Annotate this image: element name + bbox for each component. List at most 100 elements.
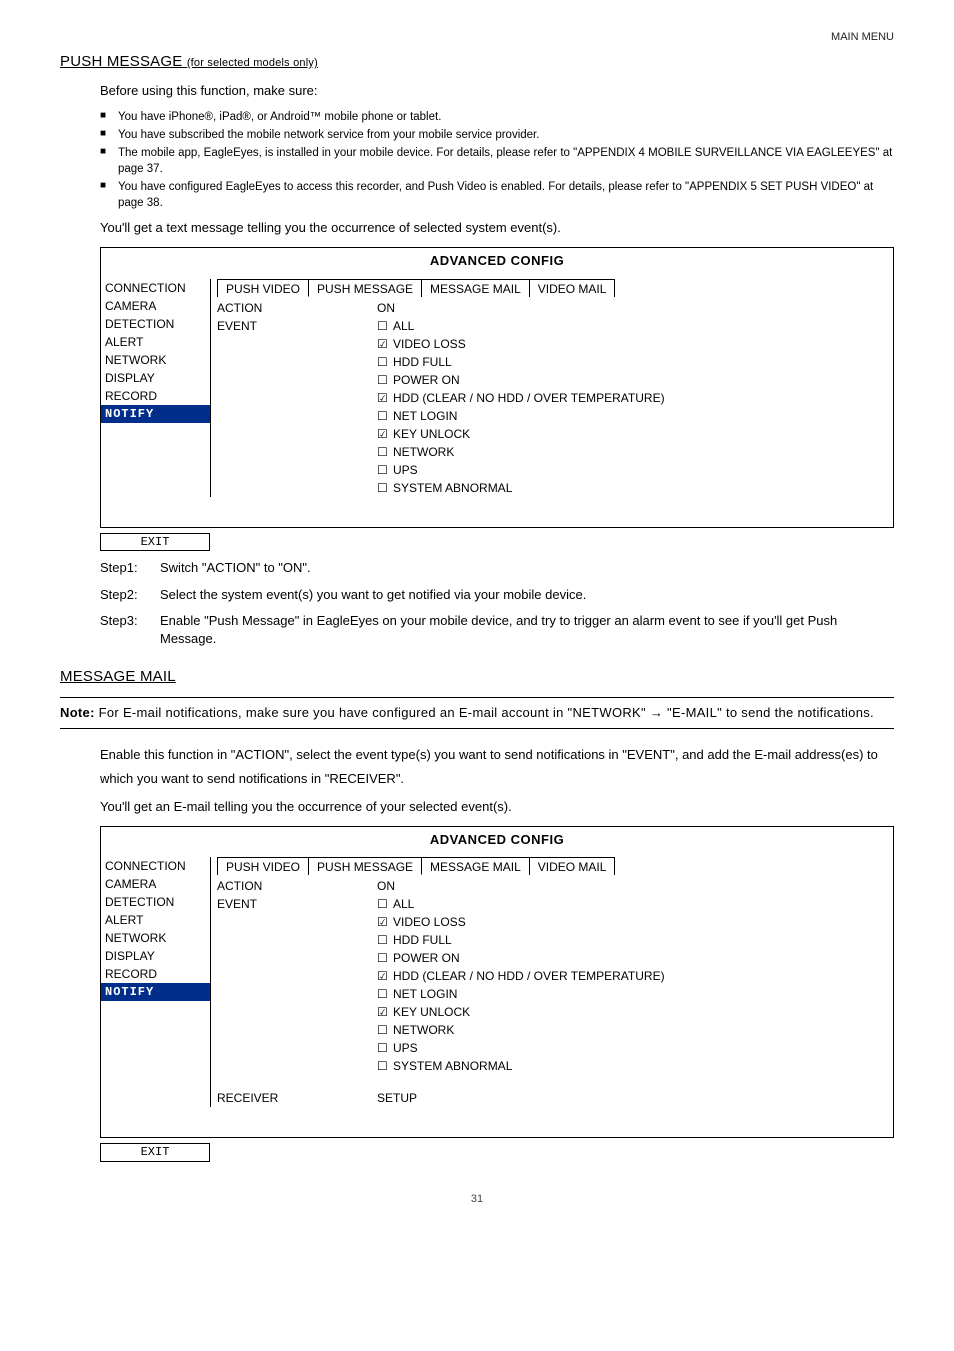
tab-push-message[interactable]: PUSH MESSAGE xyxy=(308,279,422,297)
checkbox-icon[interactable]: ☐ xyxy=(377,461,393,479)
checkbox-icon[interactable]: ☐ xyxy=(377,1039,393,1057)
event-row[interactable]: ☐UPS xyxy=(377,1039,893,1057)
sidebar-item-display[interactable]: DISPLAY xyxy=(101,947,210,965)
config-main: PUSH VIDEO PUSH MESSAGE MESSAGE MAIL VID… xyxy=(211,857,893,1107)
event-row[interactable]: ☑HDD (CLEAR / NO HDD / OVER TEMPERATURE) xyxy=(377,389,893,407)
bullet-item: You have iPhone®, iPad®, or Android™ mob… xyxy=(100,109,894,125)
event-row[interactable]: ☐UPS xyxy=(377,461,893,479)
event-row[interactable]: ☐NETWORK xyxy=(377,1021,893,1039)
event-row[interactable]: ☑HDD (CLEAR / NO HDD / OVER TEMPERATURE) xyxy=(377,967,893,985)
step-number: Step1: xyxy=(100,559,160,577)
event-label-text: VIDEO LOSS xyxy=(393,337,466,351)
push-message-title: PUSH MESSAGE (for selected models only) xyxy=(60,51,894,72)
bullet-item: The mobile app, EagleEyes, is installed … xyxy=(100,145,894,177)
step-1: Step1: Switch "ACTION" to "ON". xyxy=(100,559,894,577)
checkbox-icon[interactable]: ☑ xyxy=(377,335,393,353)
checkbox-icon[interactable]: ☐ xyxy=(377,479,393,497)
sidebar-item-detection[interactable]: DETECTION xyxy=(101,315,210,333)
event-label-text: VIDEO LOSS xyxy=(393,915,466,929)
event-row[interactable]: ☐NET LOGIN xyxy=(377,407,893,425)
sidebar-item-connection[interactable]: CONNECTION xyxy=(101,857,210,875)
event-row[interactable]: ☑VIDEO LOSS xyxy=(377,335,893,353)
config-tabs: PUSH VIDEO PUSH MESSAGE MESSAGE MAIL VID… xyxy=(217,857,893,875)
sidebar-item-notify[interactable]: NOTIFY xyxy=(101,983,210,1001)
event-label-text: ALL xyxy=(393,319,414,333)
event-label-text: HDD (CLEAR / NO HDD / OVER TEMPERATURE) xyxy=(393,969,665,983)
checkbox-icon[interactable]: ☑ xyxy=(377,1003,393,1021)
checkbox-icon[interactable]: ☐ xyxy=(377,1057,393,1075)
step-3: Step3: Enable "Push Message" in EagleEye… xyxy=(100,612,894,648)
tab-push-video[interactable]: PUSH VIDEO xyxy=(217,857,309,875)
action-value[interactable]: ON xyxy=(377,877,893,895)
checkbox-icon[interactable]: ☐ xyxy=(377,931,393,949)
event-row[interactable]: ☐SYSTEM ABNORMAL xyxy=(377,1057,893,1075)
action-value[interactable]: ON xyxy=(377,299,893,317)
sidebar-item-camera[interactable]: CAMERA xyxy=(101,875,210,893)
checkbox-icon[interactable]: ☑ xyxy=(377,425,393,443)
event-row[interactable]: ☐NET LOGIN xyxy=(377,985,893,1003)
checkbox-icon[interactable]: ☐ xyxy=(377,407,393,425)
sidebar-item-alert[interactable]: ALERT xyxy=(101,333,210,351)
event-label-text: KEY UNLOCK xyxy=(393,427,470,441)
bullet-item: You have subscribed the mobile network s… xyxy=(100,127,894,143)
sidebar-item-network[interactable]: NETWORK xyxy=(101,351,210,369)
checkbox-icon[interactable]: ☑ xyxy=(377,967,393,985)
step-number: Step3: xyxy=(100,612,160,648)
event-label-text: NET LOGIN xyxy=(393,987,457,1001)
sidebar-item-notify[interactable]: NOTIFY xyxy=(101,405,210,423)
checkbox-icon[interactable]: ☐ xyxy=(377,985,393,1003)
config-title: ADVANCED CONFIG xyxy=(101,248,893,278)
receiver-value[interactable]: SETUP xyxy=(377,1089,893,1107)
event-row[interactable]: ☐POWER ON xyxy=(377,949,893,967)
message-mail-para2: You'll get an E-mail telling you the occ… xyxy=(100,798,894,816)
checkbox-icon[interactable]: ☐ xyxy=(377,317,393,335)
sidebar-item-connection[interactable]: CONNECTION xyxy=(101,279,210,297)
receiver-label: RECEIVER xyxy=(217,1089,377,1107)
message-mail-title: MESSAGE MAIL xyxy=(60,666,894,687)
event-row[interactable]: ☐ALL xyxy=(377,317,893,335)
exit-button[interactable]: EXIT xyxy=(100,533,210,552)
event-row[interactable]: ☐SYSTEM ABNORMAL xyxy=(377,479,893,497)
tab-push-video[interactable]: PUSH VIDEO xyxy=(217,279,309,297)
event-row[interactable]: ☑VIDEO LOSS xyxy=(377,913,893,931)
tab-push-message[interactable]: PUSH MESSAGE xyxy=(308,857,422,875)
tab-video-mail[interactable]: VIDEO MAIL xyxy=(529,857,616,875)
tab-video-mail[interactable]: VIDEO MAIL xyxy=(529,279,616,297)
event-row[interactable]: ☐NETWORK xyxy=(377,443,893,461)
checkbox-icon[interactable]: ☑ xyxy=(377,913,393,931)
event-label-text: SYSTEM ABNORMAL xyxy=(393,481,512,495)
event-row[interactable]: ☐POWER ON xyxy=(377,371,893,389)
checkbox-icon[interactable]: ☐ xyxy=(377,353,393,371)
checkbox-icon[interactable]: ☐ xyxy=(377,443,393,461)
event-row[interactable]: ☐HDD FULL xyxy=(377,353,893,371)
sidebar-item-alert[interactable]: ALERT xyxy=(101,911,210,929)
config-title: ADVANCED CONFIG xyxy=(101,827,893,857)
event-row[interactable]: ☐ALL xyxy=(377,895,893,913)
event-label-text: SYSTEM ABNORMAL xyxy=(393,1059,512,1073)
note-block: Note: For E-mail notifications, make sur… xyxy=(60,697,894,729)
checkbox-icon[interactable]: ☐ xyxy=(377,949,393,967)
checkbox-icon[interactable]: ☐ xyxy=(377,895,393,913)
tab-message-mail[interactable]: MESSAGE MAIL xyxy=(421,857,530,875)
sidebar-item-detection[interactable]: DETECTION xyxy=(101,893,210,911)
checkbox-icon[interactable]: ☑ xyxy=(377,389,393,407)
tab-message-mail[interactable]: MESSAGE MAIL xyxy=(421,279,530,297)
message-mail-para1: Enable this function in "ACTION", select… xyxy=(100,743,894,790)
sidebar-item-display[interactable]: DISPLAY xyxy=(101,369,210,387)
sidebar-item-network[interactable]: NETWORK xyxy=(101,929,210,947)
event-row[interactable]: ☑KEY UNLOCK xyxy=(377,1003,893,1021)
sidebar-item-record[interactable]: RECORD xyxy=(101,387,210,405)
exit-button[interactable]: EXIT xyxy=(100,1143,210,1162)
config-sidebar: CONNECTION CAMERA DETECTION ALERT NETWOR… xyxy=(101,279,211,497)
step-body: Enable "Push Message" in EagleEyes on yo… xyxy=(160,612,894,648)
checkbox-icon[interactable]: ☐ xyxy=(377,371,393,389)
event-label-text: HDD (CLEAR / NO HDD / OVER TEMPERATURE) xyxy=(393,391,665,405)
push-message-title-main: PUSH MESSAGE xyxy=(60,53,182,70)
checkbox-icon[interactable]: ☐ xyxy=(377,1021,393,1039)
sidebar-item-record[interactable]: RECORD xyxy=(101,965,210,983)
event-row[interactable]: ☑KEY UNLOCK xyxy=(377,425,893,443)
event-label: EVENT xyxy=(217,895,377,1075)
sidebar-item-camera[interactable]: CAMERA xyxy=(101,297,210,315)
config-main: PUSH VIDEO PUSH MESSAGE MESSAGE MAIL VID… xyxy=(211,279,893,497)
event-row[interactable]: ☐HDD FULL xyxy=(377,931,893,949)
